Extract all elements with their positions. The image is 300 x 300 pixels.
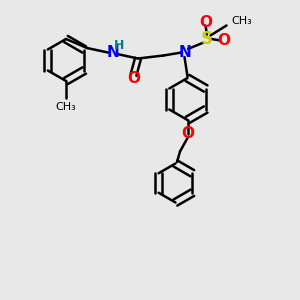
Text: O: O: [127, 70, 140, 86]
Text: N: N: [106, 45, 119, 60]
Text: O: O: [199, 15, 212, 30]
Text: CH₃: CH₃: [231, 16, 252, 26]
Text: H: H: [114, 39, 124, 52]
Text: O: O: [181, 126, 194, 141]
Text: CH₃: CH₃: [56, 102, 76, 112]
Text: N: N: [178, 45, 191, 60]
Text: O: O: [217, 33, 230, 48]
Text: S: S: [201, 30, 213, 48]
